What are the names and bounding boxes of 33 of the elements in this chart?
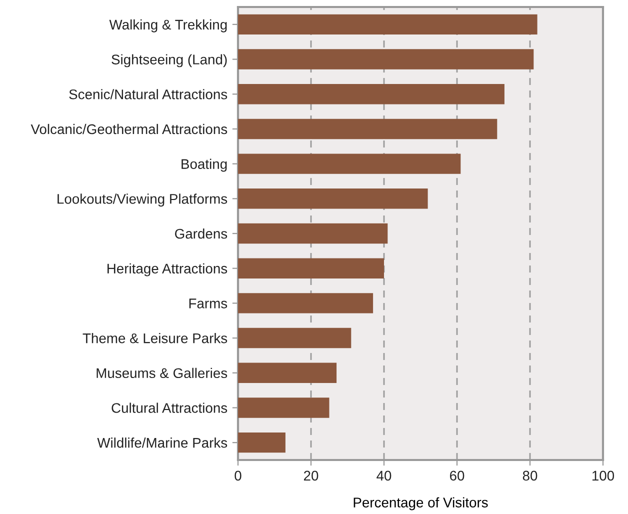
- x-tick-label: 60: [450, 470, 464, 481]
- bar: [238, 328, 352, 348]
- bar: [238, 223, 388, 244]
- bar: [238, 398, 330, 418]
- bar: [238, 188, 428, 209]
- x-tick-label: 100: [592, 470, 614, 481]
- bar: [238, 293, 374, 314]
- y-tick-label: Museums & Galleries: [96, 368, 228, 378]
- y-tick-label: Lookouts/Viewing Platforms: [58, 194, 228, 207]
- y-tick-label: Walking & Trekking: [109, 19, 227, 32]
- y-tick-label: Sightseeing (Land): [112, 54, 227, 68]
- y-tick-label: Cultural Attractions: [112, 402, 228, 413]
- y-tick-label: Gardens: [175, 228, 228, 239]
- bar: [238, 84, 504, 104]
- bar: [238, 118, 498, 140]
- y-tick-label: Scenic/Natural Attractions: [69, 89, 228, 100]
- x-axis-title: Percentage of Visitors: [354, 497, 488, 510]
- bar: [238, 362, 337, 383]
- bar: [238, 14, 538, 35]
- y-tick-label: Heritage Attractions: [108, 263, 228, 276]
- y-tick-label: Boating: [182, 158, 227, 172]
- y-tick-label: Volcanic/Geothermal Attractions: [30, 124, 228, 134]
- x-tick-label: 40: [376, 470, 392, 481]
- x-tick-label: 0: [234, 470, 242, 481]
- bar: [238, 258, 384, 278]
- bar: [238, 432, 286, 453]
- bar: [238, 49, 534, 70]
- x-tick-label: 20: [304, 470, 318, 481]
- bar: [238, 154, 461, 174]
- x-tick-label: 80: [522, 470, 538, 481]
- y-tick-label: Farms: [189, 298, 228, 308]
- y-tick-label: Theme & Leisure Parks: [82, 333, 228, 344]
- y-tick-label: Wildlife/Marine Parks: [97, 438, 228, 448]
